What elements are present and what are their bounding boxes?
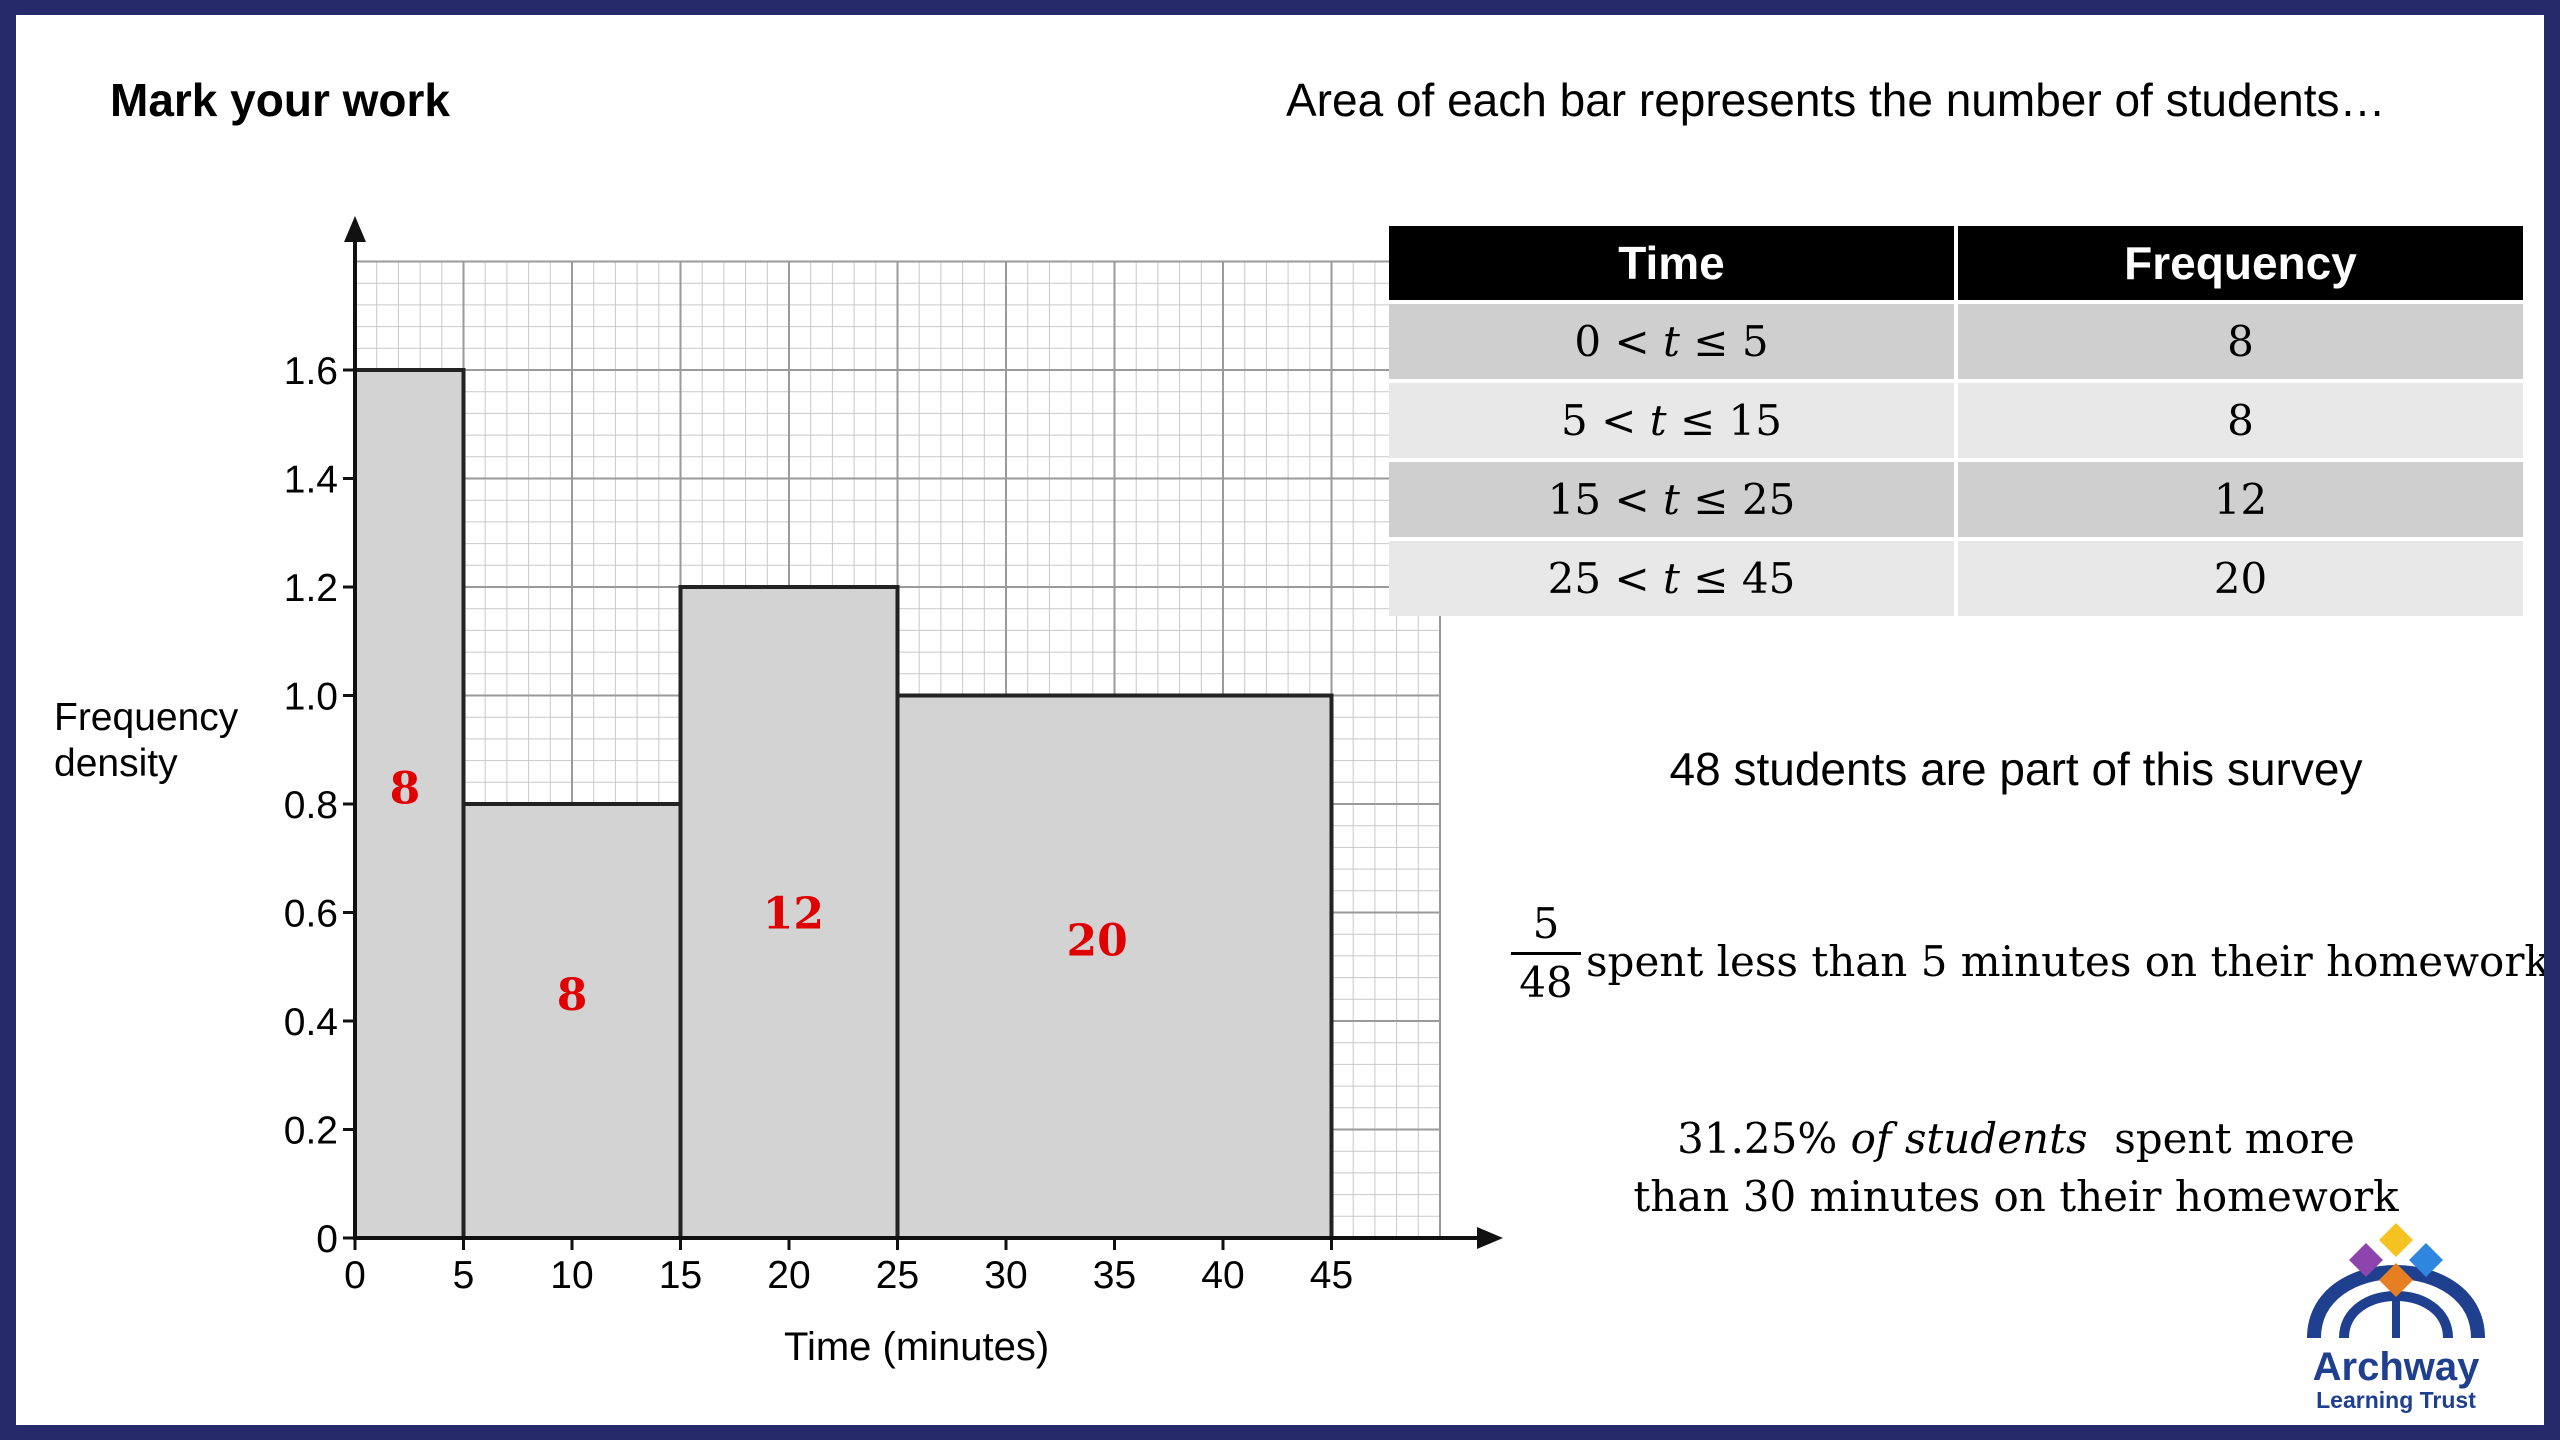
archway-logo: Archway Learning Trust [2307,1223,2485,1413]
x-tick-label: 40 [1201,1254,1244,1297]
x-tick-label: 15 [659,1254,702,1297]
fraction-denominator: 48 [1519,958,1573,1007]
percent-line-1: 31.25% of students spent more [1516,1110,2516,1168]
y-tick-label: 0.8 [284,784,338,827]
interval-upper: 25 [1741,475,1796,524]
table-row: 25 < t ≤ 45 20 [1389,537,2523,616]
fraction: 5 48 [1511,898,1581,1009]
x-axis-label: Time (minutes) [784,1325,1050,1369]
interval-lower: 5 [1561,396,1588,445]
x-tick-label: 20 [767,1254,810,1297]
bar-frequency-label: 20 [1067,916,1128,967]
y-axis-label-line2: density [54,742,178,785]
fraction-description: spent less than 5 minutes on their homew… [1586,937,2544,986]
slide-title: Mark your work [110,74,450,126]
x-tick-label: 25 [876,1254,919,1297]
frequency-cell: 8 [1956,379,2523,460]
fraction-bar [1511,952,1581,955]
logo-diamond-yellow [2379,1223,2413,1257]
survey-total-text: 48 students are part of this survey [1669,743,2363,795]
y-tick-label: 0.4 [284,1001,338,1044]
interval-upper: 45 [1741,554,1796,603]
y-axis-label-line1: Frequency [54,696,239,739]
variable-t: t [1663,317,1680,366]
y-tick-label: 1.2 [284,567,338,610]
interval-lower: 15 [1547,475,1602,524]
histogram-chart: 0 5 10 15 20 25 30 35 40 45 0 0.2 0.4 0.6 0.8 1.0 1.2 1.4… [284,216,1503,1297]
bar-frequency-label: 8 [557,970,588,1021]
fraction-numerator: 5 [1532,899,1560,948]
table-header-row: Time Frequency [1389,226,2523,302]
less-than-symbol: < [1614,475,1650,524]
less-than-symbol: < [1601,396,1637,445]
histogram-bar [678,585,900,1240]
percent-rest-text: spent more [2114,1114,2355,1163]
x-tick-label: 0 [344,1254,366,1297]
tick-labels: 0 5 10 15 20 25 30 35 40 45 0 0.2 0.4 0.6 0.8 1.0 1.2 1.4… [284,350,1353,1297]
header-time: Time [1389,226,1958,302]
less-equal-symbol: ≤ [1693,475,1729,524]
x-tick-label: 10 [550,1254,593,1297]
logo-text-archway: Archway [2313,1345,2480,1389]
interval-lower: 0 [1574,317,1602,366]
y-tick-label: 1.0 [284,676,338,719]
frequency-cell: 12 [1956,458,2523,539]
x-tick-label: 45 [1310,1254,1353,1297]
y-tick-label: 0.2 [284,1110,338,1153]
percent-value: 31.25% [1677,1114,1838,1163]
interval-upper: 5 [1741,317,1769,366]
y-axis-label: Frequency density [54,695,238,787]
table-row: 0 < t ≤ 5 8 [1389,300,2523,381]
less-than-symbol: < [1614,317,1650,366]
x-axis-arrow [1477,1227,1503,1249]
y-tick-label: 1.4 [284,459,338,502]
histogram-bar [895,693,1334,1240]
bar-frequency-label: 12 [763,889,824,940]
slide: Mark your work Area of each bar represen… [16,15,2544,1425]
frequency-cell: 20 [1956,537,2523,616]
less-equal-symbol: ≤ [1693,554,1729,603]
y-axis-arrow [344,216,366,242]
percent-italic-text: of students [1850,1114,2088,1163]
y-tick-label: 0 [316,1218,338,1261]
x-tick-label: 35 [1093,1254,1136,1297]
table-row: 5 < t ≤ 15 8 [1389,379,2523,460]
variable-t: t [1649,396,1667,445]
percent-line-2: than 30 minutes on their homework [1633,1172,2399,1221]
less-equal-symbol: ≤ [1679,396,1716,445]
axes [343,216,1503,1250]
less-equal-symbol: ≤ [1693,317,1729,366]
interval-lower: 25 [1547,554,1602,603]
interval-upper: 15 [1728,396,1782,445]
y-tick-label: 1.6 [284,350,338,393]
bar-frequency-labels: 8 8 12 20 [390,764,1128,1021]
less-than-symbol: < [1614,554,1650,603]
histogram-bar [461,802,683,1240]
slide-subtitle: Area of each bar represents the number o… [1286,74,2386,126]
x-tick-label: 5 [453,1254,475,1297]
table-row: 15 < t ≤ 25 12 [1389,458,2523,539]
variable-t: t [1663,475,1680,524]
time-interval-cell: 5 < t ≤ 15 [1389,379,1958,460]
frequency-cell: 8 [1956,300,2523,381]
variable-t: t [1663,554,1680,603]
time-interval-cell: 15 < t ≤ 25 [1389,458,1958,539]
percent-statement: 31.25% of students spent more than 30 mi… [1516,1110,2516,1226]
time-interval-cell: 0 < t ≤ 5 [1389,300,1958,381]
time-interval-cell: 25 < t ≤ 45 [1389,537,1958,616]
logo-text-trust: Learning Trust [2316,1387,2476,1413]
histogram-bars [353,368,1334,1240]
bar-frequency-label: 8 [390,764,421,815]
frequency-table: Time Frequency 0 < t ≤ 5 8 5 < t ≤ 15 8 … [1389,226,2523,616]
y-tick-label: 0.6 [284,893,338,936]
header-frequency: Frequency [1956,226,2523,302]
x-tick-label: 30 [984,1254,1027,1297]
